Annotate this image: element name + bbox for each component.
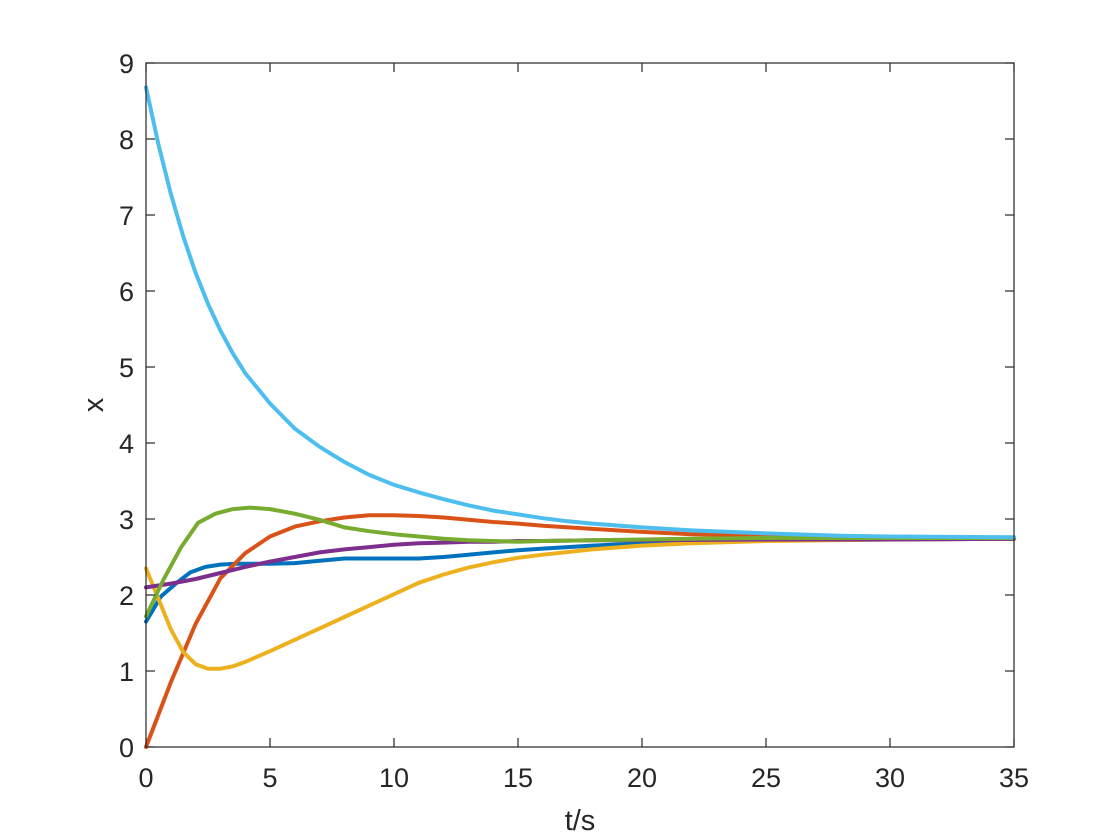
y-tick-label: 6 (119, 277, 134, 307)
plot-area (146, 63, 1014, 747)
y-tick-label: 1 (119, 657, 134, 687)
y-tick-label: 5 (119, 353, 134, 383)
x-tick-label: 20 (627, 763, 657, 793)
series-line-1 (144, 536, 1016, 624)
y-tick-label: 0 (119, 733, 134, 763)
x-tick-label: 5 (262, 763, 277, 793)
x-tick-label: 10 (379, 763, 409, 793)
x-tick-label: 25 (751, 763, 781, 793)
y-axis-label: x (78, 397, 110, 412)
y-tick-label: 8 (119, 125, 134, 155)
y-tick-label: 4 (119, 429, 134, 459)
series-line-3 (144, 536, 1016, 671)
series-line-6 (144, 85, 1016, 540)
y-tick-label: 3 (119, 505, 134, 535)
axes-box (145, 62, 1015, 748)
y-tick-label: 2 (119, 581, 134, 611)
x-axis-label: t/s (565, 805, 596, 837)
x-tick-label: 15 (503, 763, 533, 793)
series-line-2 (144, 513, 1016, 749)
series-layer (144, 85, 1016, 749)
y-tick-label: 7 (119, 201, 134, 231)
x-tick-label: 35 (999, 763, 1029, 793)
x-tick-label: 0 (138, 763, 153, 793)
series-line-5 (144, 505, 1016, 619)
ticks-layer: 0 5 10 15 20 25 30 35 0 1 2 3 4 5 6 7 8 9 (119, 49, 1029, 793)
x-tick-label: 30 (875, 763, 905, 793)
y-tick-label: 9 (119, 49, 134, 79)
